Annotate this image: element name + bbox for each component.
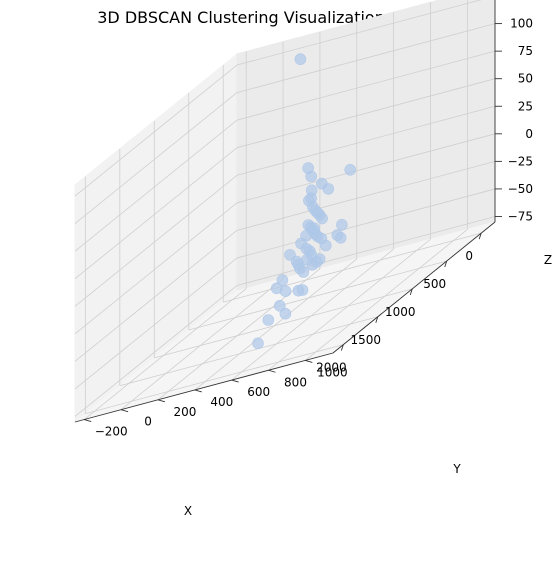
grid-line-y (83, 288, 247, 420)
data-point (262, 314, 275, 326)
data-point (331, 229, 344, 241)
y-tick-label: 600 (247, 385, 270, 399)
data-point (273, 299, 286, 312)
grid-line-z (74, 202, 238, 335)
y-tick-label: −200 (95, 425, 128, 439)
grid-line-x (85, 344, 344, 415)
z-tick-label: −75 (508, 209, 533, 223)
grid-line-z (236, 23, 496, 93)
data-point (252, 337, 264, 350)
grid-line-y (194, 258, 358, 391)
y-tick-label: 200 (173, 405, 196, 419)
y-tick-label: 1000 (317, 365, 348, 379)
grid-line-z (74, 174, 238, 307)
y-axis-label: Y (452, 462, 461, 476)
grid-line-y (305, 229, 468, 361)
grid-line-z (74, 230, 238, 362)
grid-line-z (74, 257, 238, 390)
x-axis-label: X (184, 504, 192, 518)
y-axis-line (74, 352, 334, 423)
x-tick-mark (444, 260, 448, 268)
z-axis-label: Z (544, 253, 552, 267)
data-point (316, 212, 328, 225)
data-point (319, 239, 332, 252)
z-tick-label: 100 (510, 17, 533, 31)
x-tick-label: 1500 (351, 333, 382, 347)
z-tick-label: 0 (525, 127, 533, 141)
grid-line-x (154, 288, 413, 359)
y-tick-mark (305, 359, 313, 363)
grid-lines (74, 0, 496, 420)
x-tick-mark (478, 233, 482, 240)
data-point (276, 274, 289, 286)
z-tick-label: 125 (510, 0, 533, 3)
grid-line-z (74, 147, 238, 280)
y-tick-mark (157, 399, 166, 403)
grid-line-z (74, 285, 238, 417)
tick-labels: 0500100015002000−20002004006008001000−75… (84, 0, 533, 439)
z-tick-label: 75 (518, 44, 533, 58)
data-point (308, 222, 321, 235)
grid-line-x (188, 260, 447, 331)
grid-line-y (268, 238, 431, 371)
y-tick-label: 400 (210, 395, 233, 409)
data-point (284, 249, 296, 261)
data-point (344, 164, 357, 176)
x-tick-label: 1000 (385, 305, 416, 319)
y-tick-label: 0 (144, 415, 152, 429)
data-point (279, 307, 292, 320)
data-point (297, 266, 310, 278)
grid-line-z (236, 0, 482, 66)
grid-line-z (236, 188, 496, 259)
data-point (279, 285, 292, 298)
data-point (336, 219, 348, 231)
grid-line-z (236, 160, 496, 231)
grid-line-z (236, 216, 496, 286)
x-tick-label: 500 (423, 277, 446, 291)
grid-line-y (231, 248, 394, 381)
grid-line-z (236, 105, 496, 176)
x-tick-mark (340, 344, 344, 351)
y-tick-label: 800 (284, 375, 307, 389)
z-tick-label: −25 (508, 154, 533, 168)
grid-line-z (236, 50, 496, 121)
y-tick-mark (231, 379, 239, 383)
x-tick-label: 2000 (316, 361, 347, 375)
data-point (292, 284, 305, 297)
y-tick-mark (194, 389, 202, 393)
data-point (294, 53, 307, 66)
grid-line-z (236, 133, 496, 204)
x-axis-line (332, 221, 496, 354)
x-tick-mark (409, 288, 413, 296)
axis-panes (74, 0, 496, 424)
data-points (252, 53, 357, 350)
z-tick-label: 25 (518, 99, 533, 113)
grid-line-x (223, 232, 482, 303)
x-tick-label: 0 (465, 249, 473, 263)
z-tick-label: −50 (508, 182, 533, 196)
axis-lines (74, 0, 496, 423)
y-tick-mark (120, 409, 129, 413)
grid-line-z (74, 64, 238, 197)
y-tick-mark (84, 419, 92, 422)
grid-line-z (236, 78, 496, 149)
grid-line-y (120, 278, 284, 410)
grid-line-z (74, 92, 238, 224)
grid-line-z (74, 119, 238, 252)
y-tick-mark (268, 369, 276, 373)
data-point (322, 183, 335, 195)
data-point (305, 170, 318, 183)
grid-line-x (119, 316, 378, 387)
z-tick-label: 50 (518, 72, 533, 86)
x-tick-mark (375, 316, 379, 323)
data-point (313, 253, 326, 265)
